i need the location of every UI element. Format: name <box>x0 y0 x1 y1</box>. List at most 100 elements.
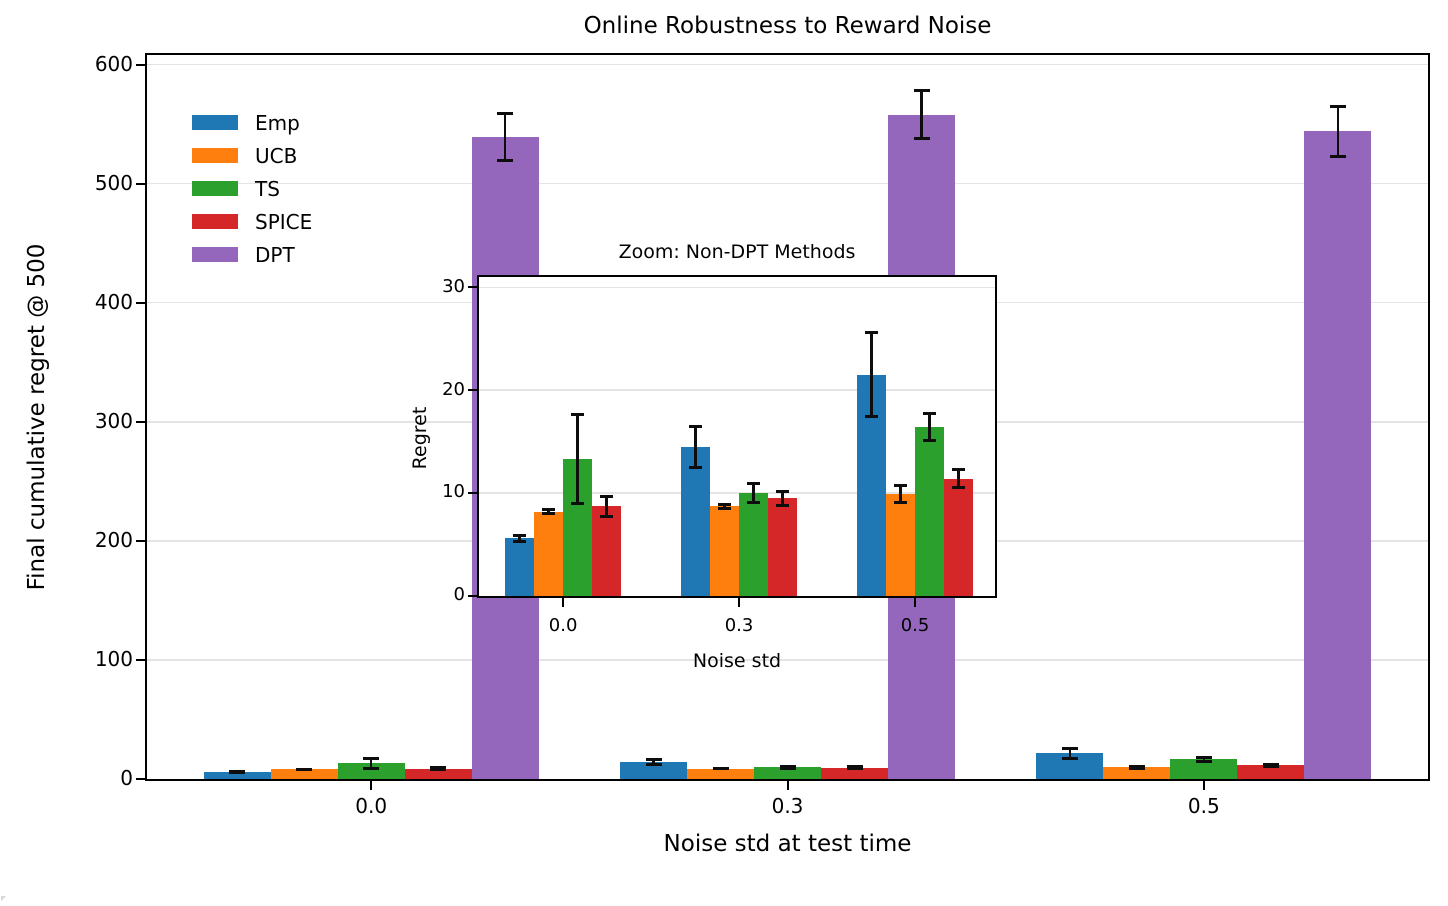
bar-spice-0.0 <box>592 506 622 596</box>
legend-swatch-spice <box>192 214 238 229</box>
bar-emp-0.0 <box>203 772 271 779</box>
error-cap <box>913 89 930 93</box>
error-cap <box>952 467 966 471</box>
bar-ts-0.5 <box>1170 759 1238 779</box>
legend-item-ts: TS <box>192 172 312 205</box>
bar-spice-0.5 <box>944 478 974 596</box>
legend-item-ucb: UCB <box>192 139 312 172</box>
error-cap <box>571 501 585 505</box>
error-cap <box>776 503 790 507</box>
error-cap <box>923 412 937 416</box>
legend-swatch-dpt <box>192 247 238 262</box>
inset-x-axis-label: Noise std <box>692 650 782 672</box>
error-cap <box>894 500 908 504</box>
error-cap <box>894 484 908 488</box>
error-cap <box>718 507 732 511</box>
error-cap <box>645 757 662 761</box>
gridline-500 <box>147 182 1428 185</box>
x-axis-label: Noise std at test time <box>663 831 912 857</box>
x-tick-mark <box>786 781 789 790</box>
y-axis-label: Final cumulative regret @ 500 <box>24 243 50 591</box>
legend-item-dpt: DPT <box>192 238 312 271</box>
error-cap <box>1195 759 1212 763</box>
y-tick-label: 200 <box>94 527 133 552</box>
legend-swatch-ts <box>192 181 238 196</box>
bar-ucb-0.5 <box>886 494 916 596</box>
legend-label: DPT <box>255 242 295 267</box>
inset-y-axis-label: Regret <box>409 406 431 470</box>
error-bar-ucb-0.3 <box>723 504 726 509</box>
legend-item-emp: Emp <box>192 106 312 139</box>
error-bar-ts-0.0 <box>576 414 579 504</box>
gridline-20 <box>479 389 995 391</box>
legend-swatch-emp <box>192 115 238 130</box>
legend-label: TS <box>255 176 280 201</box>
error-bar-emp-0.5 <box>1068 748 1072 759</box>
gridline-10 <box>479 492 995 494</box>
error-cap <box>952 486 966 490</box>
error-cap <box>513 539 527 543</box>
error-cap <box>1061 756 1078 760</box>
error-cap <box>718 502 732 506</box>
error-cap <box>430 765 447 769</box>
error-bar-ucb-0.5 <box>899 485 902 503</box>
y-tick-mark <box>136 778 145 780</box>
bar-ts-0.3 <box>739 493 769 596</box>
inset-plot-area <box>477 275 997 598</box>
legend-swatch-ucb <box>192 148 238 163</box>
bar-ucb-0.3 <box>710 506 740 596</box>
error-cap <box>689 465 703 469</box>
error-cap <box>747 482 761 486</box>
error-cap <box>923 439 937 443</box>
error-cap <box>776 489 790 493</box>
error-bar-dpt-0.0 <box>503 113 507 161</box>
gridline-600 <box>147 63 1428 66</box>
error-bar-ts-0.5 <box>928 413 931 441</box>
error-cap <box>865 331 879 335</box>
chart-title: Online Robustness to Reward Noise <box>583 13 992 39</box>
y-tick-label: 0 <box>120 766 133 790</box>
error-cap <box>779 764 796 768</box>
bar-emp-0.0 <box>505 538 535 596</box>
error-cap <box>913 136 930 140</box>
x-tick-mark <box>370 781 373 790</box>
error-cap <box>296 767 313 771</box>
error-cap <box>430 768 447 772</box>
error-bar-emp-0.0 <box>518 535 521 542</box>
render-artifact <box>1 896 7 903</box>
error-bar-dpt-0.3 <box>920 90 923 139</box>
error-cap <box>1329 154 1346 158</box>
x-tick-label: 0.0 <box>355 794 388 818</box>
error-cap <box>1195 756 1212 760</box>
error-cap <box>363 756 380 760</box>
error-cap <box>779 766 796 770</box>
error-cap <box>600 515 614 519</box>
y-tick-mark <box>136 182 145 185</box>
gridline-30 <box>479 286 995 289</box>
bar-ucb-0.0 <box>534 511 564 596</box>
error-bar-emp-0.5 <box>870 332 873 417</box>
y-tick-mark <box>136 658 145 661</box>
bar-spice-0.3 <box>821 767 888 779</box>
bar-emp-0.3 <box>620 761 687 779</box>
error-cap <box>689 424 703 428</box>
bar-dpt-0.5 <box>1304 131 1372 779</box>
error-cap <box>497 159 514 163</box>
bar-ucb-0.5 <box>1103 767 1171 779</box>
error-bar-ts-0.0 <box>369 758 373 769</box>
bar-ucb-0.0 <box>270 769 338 779</box>
legend-label: Emp <box>255 110 300 135</box>
bar-spice-0.5 <box>1237 765 1305 779</box>
error-cap <box>600 494 614 498</box>
y-tick-label: 400 <box>94 289 133 314</box>
error-cap <box>1128 764 1145 768</box>
error-cap <box>497 111 514 115</box>
error-cap <box>229 770 246 774</box>
y-tick-label: 600 <box>94 51 133 76</box>
y-tick-mark <box>136 301 145 304</box>
error-cap <box>1128 766 1145 770</box>
gridline-100 <box>147 659 1428 661</box>
y-tick-mark <box>136 420 145 423</box>
error-cap <box>846 765 863 769</box>
